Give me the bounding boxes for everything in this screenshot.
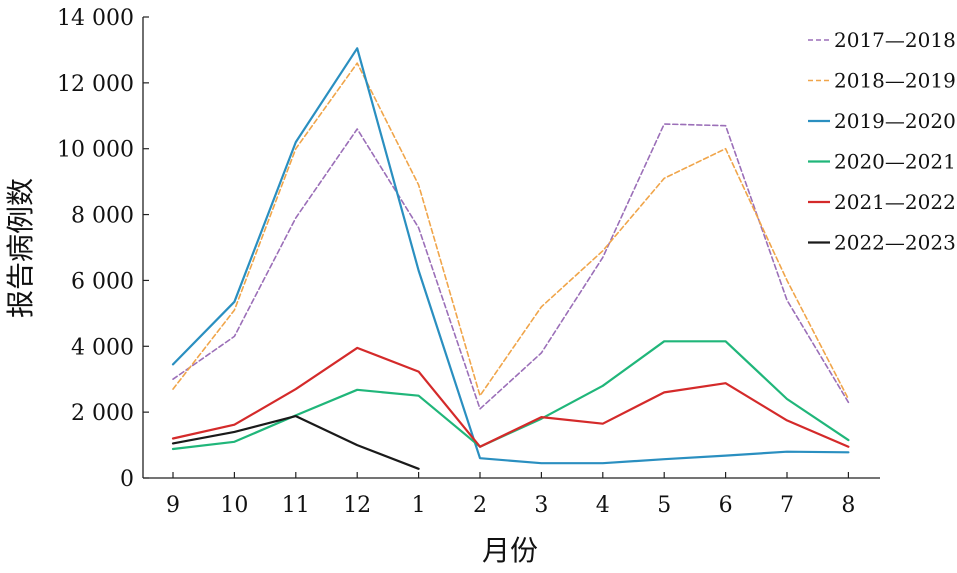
x-tick-label: 3 [534,493,548,518]
x-tick-label: 1 [412,493,426,518]
series-line-2018—2019 [172,62,850,400]
legend: 2017—2018 2018—2019 2019—2020 2020—2021 2021… [808,28,956,255]
y-tick-label: 6 000 [71,269,134,294]
x-tick-label: 8 [841,493,855,518]
legend-label: 2019—2020 [834,109,956,133]
x-tick-label: 11 [282,493,310,518]
x-tick-label: 4 [596,493,610,518]
y-tick-label: 10 000 [57,138,134,163]
y-tick-label: 4 000 [71,335,134,360]
series-line-2021—2022 [171,346,850,448]
x-tick-label: 10 [220,493,248,518]
x-axis-title: 月份 [482,534,538,567]
series-layer [171,47,850,470]
x-tick-label: 2 [473,493,487,518]
legend-label: 2022—2023 [834,231,956,255]
series-line-2022—2023 [171,415,420,470]
legend-label: 2021—2022 [834,190,956,214]
x-tick-label: 12 [343,493,371,518]
legend-label: 2018—2019 [834,69,956,93]
x-tick-label: 9 [166,493,180,518]
x-tick-label: 6 [719,493,733,518]
y-tick-label: 12 000 [57,72,134,97]
y-tick-label: 14 000 [57,6,134,31]
series-line-2017—2018 [172,123,850,410]
y-tick-label: 2 000 [71,401,134,426]
y-axis-title: 报告病例数 [4,178,37,318]
y-tick-label: 0 [120,467,134,492]
x-tick-label: 5 [657,493,671,518]
legend-label: 2017—2018 [834,28,956,52]
legend-label: 2020—2021 [834,150,956,174]
y-tick-label: 8 000 [71,204,134,229]
x-tick-label: 7 [780,493,794,518]
axes: 0 2 000 4 000 6 000 8 000 10 000 12 000 14 000 9… [57,6,880,518]
series-line-2019—2020 [171,47,850,465]
